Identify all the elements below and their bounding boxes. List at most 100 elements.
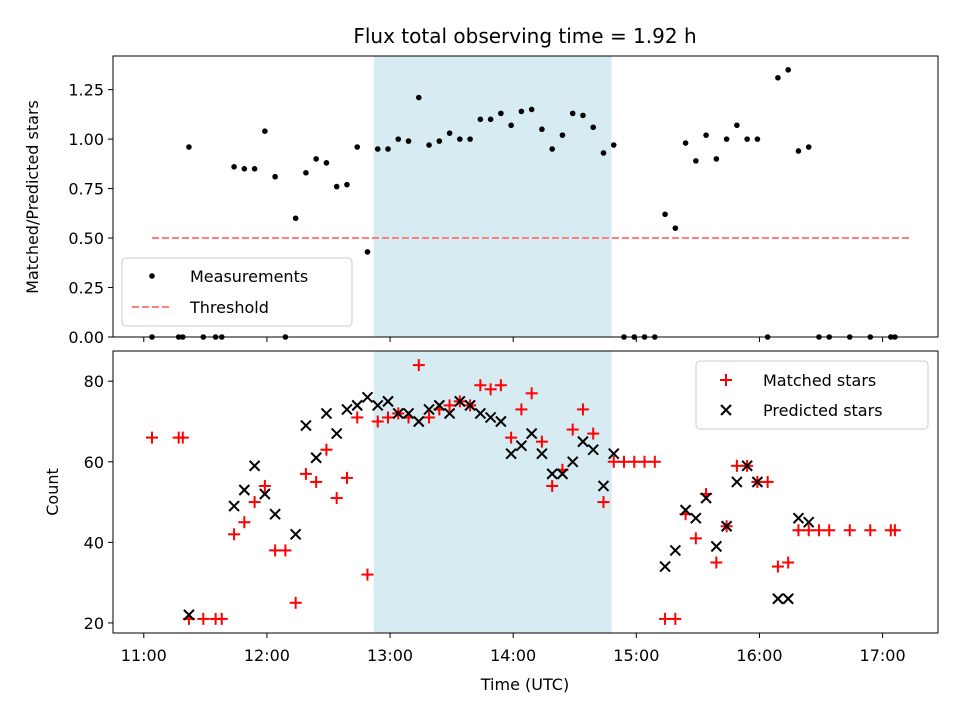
matched-point — [628, 455, 641, 468]
matched-point — [248, 496, 261, 509]
bottom-y-axis-label: Count — [43, 468, 62, 516]
measurement-point — [292, 215, 299, 222]
predicted-point — [423, 403, 435, 416]
predicted-point — [238, 484, 251, 496]
bottom-y-axis: 20 40 60 80 — [84, 372, 113, 633]
y-tick-label: 0.25 — [68, 279, 104, 298]
matched-point — [659, 612, 672, 625]
bottom-axes-frame — [112, 350, 939, 634]
predicted-point — [464, 399, 476, 412]
matched-point — [802, 524, 815, 537]
bottom-plot-area — [145, 359, 901, 625]
predicted-point — [731, 476, 743, 488]
bottom-x-axis: 11:00 12:00 13:00 14:00 15:00 16:00 17:00 — [121, 633, 906, 665]
measurement-point — [323, 160, 330, 166]
predicted-point — [443, 407, 456, 420]
predicted-point — [782, 593, 794, 605]
series-predicted-stars — [183, 391, 815, 621]
measurement-point — [754, 136, 761, 142]
matched-point — [782, 556, 795, 569]
measurement-point — [723, 136, 730, 142]
predicted-point — [741, 460, 753, 472]
measurement-point — [395, 136, 402, 142]
measurement-point — [333, 183, 340, 190]
measurement-point — [467, 136, 473, 142]
predicted-point — [577, 435, 589, 448]
measurement-point — [518, 108, 525, 115]
predicted-point — [330, 427, 343, 440]
predicted-point — [515, 439, 528, 452]
predicted-point — [310, 452, 322, 464]
predicted-point — [597, 480, 610, 492]
predicted-point — [361, 391, 374, 404]
predicted-point — [679, 504, 692, 516]
measurement-point — [775, 74, 781, 81]
measurement-point — [795, 148, 802, 154]
matched-point — [535, 435, 548, 448]
y-tick-label: 40 — [84, 533, 104, 552]
predicted-point — [413, 415, 425, 428]
predicted-point — [587, 443, 599, 456]
predicted-point — [536, 448, 548, 460]
x-tick-label: 15:00 — [613, 646, 659, 665]
predicted-point — [556, 468, 569, 480]
predicted-point — [474, 407, 487, 420]
measurement-point — [374, 146, 381, 152]
matched-point — [648, 455, 661, 468]
matched-point — [145, 431, 158, 444]
y-tick-label: 1.25 — [68, 81, 104, 100]
matched-point — [689, 532, 702, 545]
top-legend-frame — [121, 257, 353, 327]
x-tick-label: 16:00 — [736, 646, 782, 665]
matched-point — [515, 403, 528, 416]
matched-point — [525, 387, 538, 400]
measurement-point — [600, 150, 607, 156]
legend-predicted-label: Predicted stars — [763, 401, 883, 420]
x-tick-label: 13:00 — [367, 646, 413, 665]
matched-point — [176, 431, 189, 444]
measurement-point — [590, 124, 597, 131]
measurement-point — [354, 144, 361, 150]
top-chart-title: Flux total observing time = 1.92 h — [353, 24, 696, 48]
y-tick-label: 0.50 — [68, 229, 104, 248]
matched-point — [423, 411, 436, 424]
measurement-point — [549, 146, 555, 152]
measurement-point — [693, 158, 699, 164]
measurement-point — [703, 132, 709, 138]
bottom-highlight-span — [373, 351, 612, 633]
legend-measurements-label: Measurements — [190, 267, 308, 286]
predicted-point — [772, 593, 784, 605]
bottom-legend: Matched stars Predicted stars — [695, 360, 929, 430]
measurement-point — [487, 116, 494, 123]
bottom-legend-frame — [695, 360, 929, 430]
predicted-point — [433, 399, 446, 412]
legend-threshold-label: Threshold — [189, 298, 269, 317]
predicted-point — [700, 492, 712, 504]
measurement-point — [744, 136, 750, 142]
predicted-point — [259, 488, 271, 500]
predicted-point — [720, 520, 733, 532]
matched-point — [618, 455, 631, 468]
measurement-point — [446, 130, 453, 136]
predicted-point — [228, 500, 240, 512]
measurement-point — [805, 144, 812, 150]
predicted-point — [484, 411, 497, 424]
predicted-point — [300, 419, 312, 432]
matched-point — [771, 560, 784, 573]
measurement-point — [477, 116, 484, 123]
matched-point — [371, 415, 384, 428]
matched-point — [730, 459, 743, 472]
y-tick-label: 80 — [84, 372, 104, 391]
bottom-x-axis-label: Time (UTC) — [480, 675, 569, 694]
matched-point — [238, 516, 251, 529]
predicted-point — [566, 456, 579, 468]
top-panel: Flux total observing time = 1.92 h 0.00 0… — [23, 24, 939, 347]
y-tick-label: 0.00 — [68, 328, 104, 347]
matched-point — [320, 443, 333, 456]
predicted-point — [505, 448, 517, 460]
measurement-point — [426, 142, 432, 148]
measurement-point — [580, 112, 586, 119]
measurement-point — [734, 122, 740, 129]
measurement-point — [569, 110, 576, 117]
